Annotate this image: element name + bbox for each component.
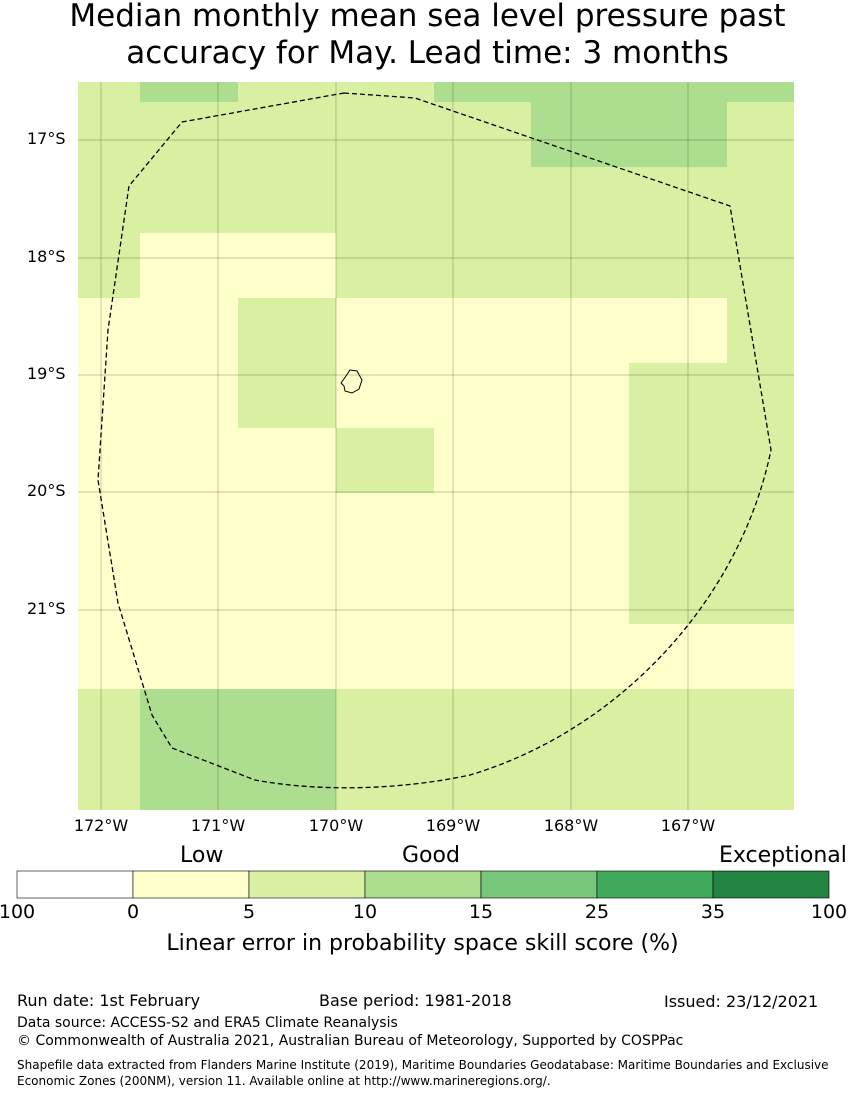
lat-label: 19°S — [27, 364, 66, 383]
colorbar-segment — [480, 870, 598, 899]
run-date: Run date: 1st February — [17, 991, 201, 1010]
grid-cell — [140, 82, 238, 102]
grid-cell — [238, 298, 336, 428]
colorbar-tick: 100 — [0, 901, 36, 923]
skill-grid — [78, 82, 794, 810]
lon-label: 167°W — [660, 816, 716, 835]
map-title-line-1: Median monthly mean sea level pressure p… — [69, 0, 786, 34]
colorbar-tick: 100 — [810, 901, 848, 923]
grid-cell — [434, 82, 794, 102]
lon-label: 171°W — [190, 816, 246, 835]
colorbar-tick: 15 — [468, 901, 494, 923]
copyright: © Commonwealth of Australia 2021, Austra… — [17, 1033, 684, 1049]
colorbar-tick: 35 — [700, 901, 726, 923]
colorbar-segment — [364, 870, 482, 899]
colorbar-label: Linear error in probability space skill … — [166, 931, 679, 956]
lat-label: 21°S — [27, 599, 66, 618]
grid-cell — [531, 102, 727, 167]
map-title-line-2: accuracy for May. Lead time: 3 months — [126, 35, 729, 71]
colorbar — [16, 870, 830, 899]
eez-boundary — [97, 92, 772, 789]
grid-cell — [336, 428, 434, 493]
issued-date: Issued: 23/12/2021 — [664, 992, 819, 1011]
category-label-exceptional: Exceptional — [719, 843, 847, 868]
colorbar-segment — [132, 870, 250, 899]
lat-label: 18°S — [27, 247, 66, 266]
lon-label: 170°W — [308, 816, 364, 835]
lon-label: 169°W — [425, 816, 481, 835]
colorbar-segment — [248, 870, 366, 899]
colorbar-segment — [712, 870, 830, 899]
grid-cell — [140, 689, 336, 810]
island-outline — [340, 369, 363, 394]
graticule — [78, 82, 794, 810]
grid-cell — [78, 233, 140, 298]
grid-cell — [629, 363, 794, 624]
colorbar-segment — [596, 870, 714, 899]
data-source: Data source: ACCESS-S2 and ERA5 Climate … — [17, 1015, 398, 1031]
lon-label: 172°W — [73, 816, 129, 835]
grid-cell — [727, 298, 794, 363]
category-label-low: Low — [180, 843, 224, 868]
lat-label: 20°S — [27, 481, 66, 500]
grid-cell — [336, 233, 794, 298]
shapefile-credit: Shapefile data extracted from Flanders M… — [17, 1058, 829, 1088]
lat-label: 17°S — [27, 129, 66, 148]
colorbar-tick: 25 — [584, 901, 610, 923]
base-period: Base period: 1981-2018 — [319, 991, 512, 1010]
colorbar-segment — [16, 870, 134, 899]
category-label-good: Good — [402, 843, 460, 868]
colorbar-tick: 5 — [242, 901, 256, 923]
colorbar-tick: 0 — [126, 901, 140, 923]
colorbar-tick: 10 — [352, 901, 378, 923]
lon-label: 168°W — [543, 816, 599, 835]
